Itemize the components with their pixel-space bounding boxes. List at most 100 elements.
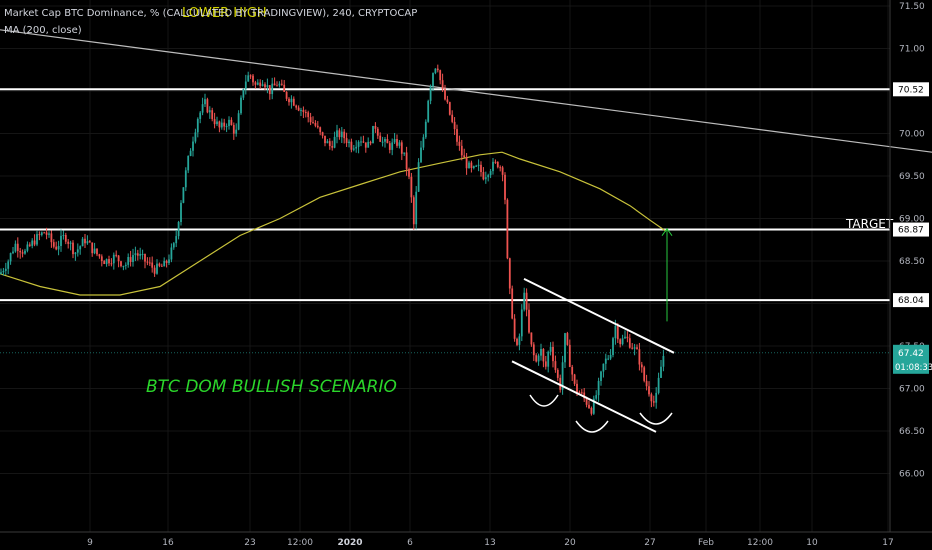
time-axis[interactable]: 9 16 23 12:00 2020 6 13 20 27 Feb 12:00 10 17 [87, 538, 894, 548]
scenario-annotation: BTC DOM BULLISH SCENARIO [146, 377, 397, 397]
candle-body [2, 270, 5, 273]
candle-body [57, 246, 60, 250]
level-price-tag [893, 293, 929, 308]
candle-body [187, 155, 190, 171]
time-tick-label: 12:00 [747, 538, 773, 548]
candle-body [199, 112, 202, 119]
candle-body [336, 130, 338, 137]
candle-body [268, 85, 271, 95]
candle-body [21, 252, 24, 254]
candle-body [592, 398, 595, 414]
candle-body [223, 122, 226, 127]
candle-body [458, 141, 461, 146]
candle-body [19, 250, 22, 253]
candle-body [600, 371, 602, 381]
candle-body [163, 260, 166, 267]
candle-body [614, 325, 617, 339]
candle-body [328, 141, 331, 147]
candle-body [590, 407, 593, 414]
level-price-tag-label: 68.04 [898, 296, 924, 306]
candle-body [146, 261, 149, 263]
candle-body [158, 263, 161, 266]
candle-body [657, 377, 660, 393]
candle-body [501, 167, 504, 175]
candle-body [38, 234, 41, 236]
candle-body [645, 380, 648, 387]
candle-body [108, 259, 110, 264]
candle-body [463, 155, 466, 158]
level-price-tag-label: 70.52 [898, 85, 924, 95]
candle-body [542, 348, 545, 362]
candle-body [609, 354, 612, 359]
candle-body [453, 121, 456, 130]
candle-body [621, 338, 624, 345]
candle-body [396, 139, 398, 146]
channel-upper-line [523, 277, 675, 354]
candle-body [24, 250, 26, 254]
candle-body [165, 260, 168, 263]
candle-body [40, 232, 43, 235]
candle-body [499, 167, 502, 169]
candle-body [14, 243, 17, 252]
time-tick-label: 27 [644, 538, 655, 548]
candle-body [535, 355, 538, 362]
candle-body [508, 258, 511, 289]
candle-body [422, 137, 425, 148]
candle-body [324, 135, 326, 144]
candle-body [530, 332, 533, 345]
price-tick-label: 70.00 [899, 130, 925, 140]
candle-body [424, 121, 427, 138]
indicator-label: MA (200, close) [4, 25, 82, 36]
last-price-tag [893, 344, 929, 374]
candle-body [398, 142, 401, 146]
candle-body [55, 246, 58, 250]
candle-body [112, 254, 115, 264]
candle-body [448, 102, 451, 115]
candle-body [264, 84, 266, 88]
grid [0, 0, 890, 532]
candle-body [309, 117, 312, 123]
candle-body [48, 233, 50, 235]
time-tick-label: 12:00 [287, 538, 313, 548]
candle-body [504, 174, 506, 200]
candle-body [194, 132, 197, 142]
candle-body [93, 248, 96, 254]
candle-body [292, 98, 295, 106]
candle-body [96, 248, 98, 255]
candle-body [648, 386, 650, 395]
candle-body [326, 141, 329, 144]
candles [0, 64, 665, 416]
candle-body [434, 68, 437, 74]
candle-body [196, 118, 199, 133]
candle-body [144, 253, 146, 262]
candle-body [278, 83, 281, 86]
level-price-tag-label: 68.87 [898, 226, 924, 236]
candle-body [74, 252, 77, 255]
candle-body [523, 292, 526, 310]
price-tick-label: 69.00 [899, 215, 925, 225]
candle-body [415, 191, 418, 225]
candle-body [343, 131, 346, 139]
candle-body [134, 253, 137, 256]
candle-body [537, 355, 540, 362]
candle-body [355, 146, 358, 149]
candle-body [72, 242, 74, 255]
candle-body [405, 152, 408, 170]
candle-body [460, 145, 463, 156]
candle-body [211, 110, 214, 120]
candle-body [640, 364, 643, 368]
candle-body [350, 141, 353, 150]
candle-body [597, 380, 600, 396]
candle-body [588, 404, 590, 408]
candle-body [604, 358, 607, 364]
drawings [511, 227, 675, 433]
candle-body [283, 84, 286, 92]
candle-body [376, 128, 379, 136]
candle-body [492, 161, 494, 172]
candle-body [619, 339, 622, 345]
candle-body [60, 235, 62, 247]
price-tick-label: 66.00 [899, 470, 925, 480]
candle-body [480, 164, 482, 173]
